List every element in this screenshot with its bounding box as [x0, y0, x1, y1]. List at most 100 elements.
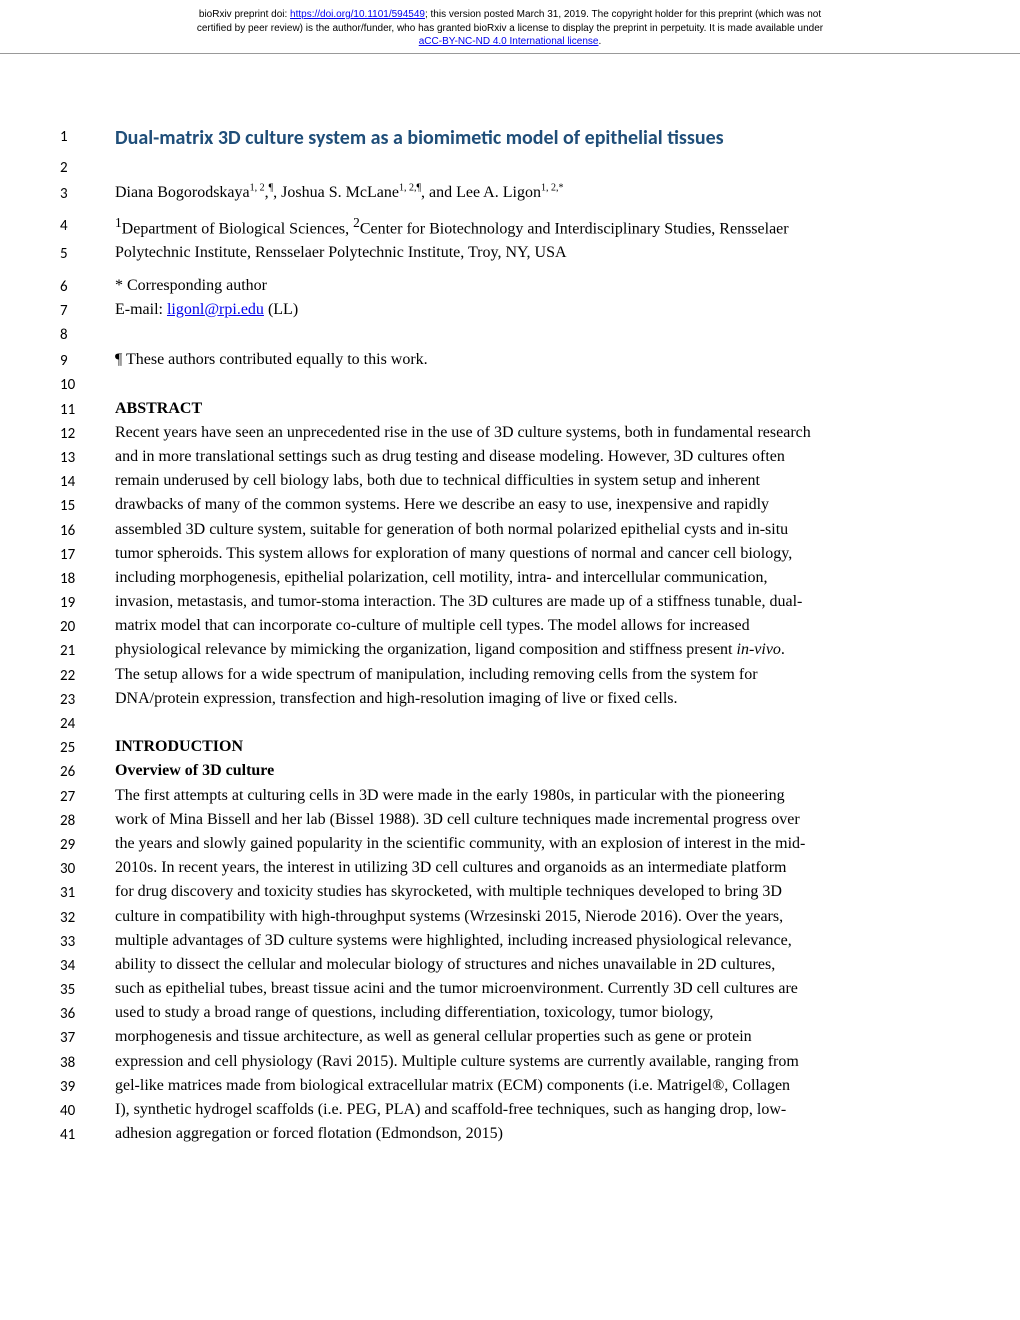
line-row-28: 28work of Mina Bissell and her lab (Biss… — [60, 808, 905, 832]
line-text: adhesion aggregation or forced flotation… — [115, 1122, 905, 1146]
line-row-31: 31for drug discovery and toxicity studie… — [60, 880, 905, 904]
line-row-38: 38expression and cell physiology (Ravi 2… — [60, 1050, 905, 1074]
line-text: remain underused by cell biology labs, b… — [115, 469, 905, 493]
line-text: the years and slowly gained popularity i… — [115, 832, 905, 856]
line-text: assembled 3D culture system, suitable fo… — [115, 518, 905, 542]
line-text — [115, 711, 905, 735]
line-text: such as epithelial tubes, breast tissue … — [115, 977, 905, 1001]
line-text — [115, 155, 905, 179]
line-row-30: 302010s. In recent years, the interest i… — [60, 856, 905, 880]
line-number: 37 — [60, 1025, 115, 1049]
line-text: ¶ These authors contributed equally to t… — [115, 348, 905, 372]
line-row-10: 10 — [60, 372, 905, 396]
line-text: E-mail: ligonl@rpi.edu (LL) — [115, 298, 905, 322]
doi-link[interactable]: https://doi.org/10.1101/594549 — [290, 9, 425, 20]
line-text: work of Mina Bissell and her lab (Bissel… — [115, 808, 905, 832]
header-line3b: . — [598, 36, 601, 47]
line-number: 40 — [60, 1098, 115, 1122]
license-link[interactable]: aCC-BY-NC-ND 4.0 International license — [419, 36, 599, 47]
line-text: expression and cell physiology (Ravi 201… — [115, 1050, 905, 1074]
line-row-7: 7E-mail: ligonl@rpi.edu (LL) — [60, 298, 905, 322]
line-row-14: 14remain underused by cell biology labs,… — [60, 469, 905, 493]
line-row-1: 1Dual-matrix 3D culture system as a biom… — [60, 124, 905, 154]
line-text: for drug discovery and toxicity studies … — [115, 880, 905, 904]
line-row-20: 20matrix model that can incorporate co-c… — [60, 614, 905, 638]
line-text: ability to dissect the cellular and mole… — [115, 953, 905, 977]
line-text: drawbacks of many of the common systems.… — [115, 493, 905, 517]
line-number: 10 — [60, 372, 115, 396]
line-row-35: 35such as epithelial tubes, breast tissu… — [60, 977, 905, 1001]
line-text: DNA/protein expression, transfection and… — [115, 687, 905, 711]
line-row-34: 34ability to dissect the cellular and mo… — [60, 953, 905, 977]
line-row-8: 8 — [60, 322, 905, 346]
line-text: including morphogenesis, epithelial pola… — [115, 566, 905, 590]
line-row-6: 6* Corresponding author — [60, 274, 905, 298]
line-number: 30 — [60, 856, 115, 880]
line-row-29: 29the years and slowly gained popularity… — [60, 832, 905, 856]
line-text: matrix model that can incorporate co-cul… — [115, 614, 905, 638]
line-text: * Corresponding author — [115, 274, 905, 298]
line-number: 32 — [60, 905, 115, 929]
line-number: 18 — [60, 566, 115, 590]
line-number: 41 — [60, 1122, 115, 1146]
line-text: multiple advantages of 3D culture system… — [115, 929, 905, 953]
line-row-16: 16assembled 3D culture system, suitable … — [60, 518, 905, 542]
line-number: 7 — [60, 298, 115, 322]
line-text — [115, 322, 905, 346]
line-number: 39 — [60, 1074, 115, 1098]
line-text: invasion, metastasis, and tumor-stoma in… — [115, 590, 905, 614]
line-number: 22 — [60, 663, 115, 687]
line-row-33: 33multiple advantages of 3D culture syst… — [60, 929, 905, 953]
line-row-40: 40I), synthetic hydrogel scaffolds (i.e.… — [60, 1098, 905, 1122]
line-text: ABSTRACT — [115, 397, 905, 421]
line-number: 17 — [60, 542, 115, 566]
line-text: Recent years have seen an unprecedented … — [115, 421, 905, 445]
line-row-21: 21physiological relevance by mimicking t… — [60, 638, 905, 662]
line-text: The setup allows for a wide spectrum of … — [115, 663, 905, 687]
line-row-17: 17tumor spheroids. This system allows fo… — [60, 542, 905, 566]
line-row-27: 27The first attempts at culturing cells … — [60, 784, 905, 808]
line-number: 15 — [60, 493, 115, 517]
line-number: 26 — [60, 759, 115, 783]
line-number: 9 — [60, 348, 115, 372]
line-number: 38 — [60, 1050, 115, 1074]
line-text: Polytechnic Institute, Rensselaer Polyte… — [115, 241, 905, 265]
line-row-5: 5Polytechnic Institute, Rensselaer Polyt… — [60, 241, 905, 265]
line-text: used to study a broad range of questions… — [115, 1001, 905, 1025]
line-number: 16 — [60, 518, 115, 542]
line-number: 1 — [60, 124, 115, 148]
line-number: 19 — [60, 590, 115, 614]
line-number: 31 — [60, 880, 115, 904]
line-number: 14 — [60, 469, 115, 493]
line-row-41: 41adhesion aggregation or forced flotati… — [60, 1122, 905, 1146]
line-number: 8 — [60, 322, 115, 346]
line-row-22: 22The setup allows for a wide spectrum o… — [60, 663, 905, 687]
line-row-15: 15drawbacks of many of the common system… — [60, 493, 905, 517]
line-text: tumor spheroids. This system allows for … — [115, 542, 905, 566]
line-row-12: 12Recent years have seen an unprecedente… — [60, 421, 905, 445]
line-number: 5 — [60, 241, 115, 265]
line-number: 34 — [60, 953, 115, 977]
line-number: 2 — [60, 155, 115, 179]
line-number: 36 — [60, 1001, 115, 1025]
line-row-36: 36used to study a broad range of questio… — [60, 1001, 905, 1025]
header-line1b: ; this version posted March 31, 2019. Th… — [425, 9, 821, 20]
line-number: 28 — [60, 808, 115, 832]
line-row-32: 32culture in compatibility with high-thr… — [60, 905, 905, 929]
line-row-11: 11ABSTRACT — [60, 397, 905, 421]
line-text: I), synthetic hydrogel scaffolds (i.e. P… — [115, 1098, 905, 1122]
line-number: 27 — [60, 784, 115, 808]
line-row-2: 2 — [60, 155, 905, 179]
document-body: 1Dual-matrix 3D culture system as a biom… — [0, 54, 1020, 1147]
preprint-header: bioRxiv preprint doi: https://doi.org/10… — [0, 0, 1020, 54]
header-line1a: bioRxiv preprint doi: — [199, 9, 290, 20]
line-number: 23 — [60, 687, 115, 711]
line-text: INTRODUCTION — [115, 735, 905, 759]
line-text: and in more translational settings such … — [115, 445, 905, 469]
line-number: 12 — [60, 421, 115, 445]
line-row-19: 19invasion, metastasis, and tumor-stoma … — [60, 590, 905, 614]
line-number: 33 — [60, 929, 115, 953]
line-text: Dual-matrix 3D culture system as a biomi… — [115, 124, 905, 154]
line-row-3: 3Diana Bogorodskaya1, 2,¶, Joshua S. McL… — [60, 181, 905, 205]
line-number: 29 — [60, 832, 115, 856]
